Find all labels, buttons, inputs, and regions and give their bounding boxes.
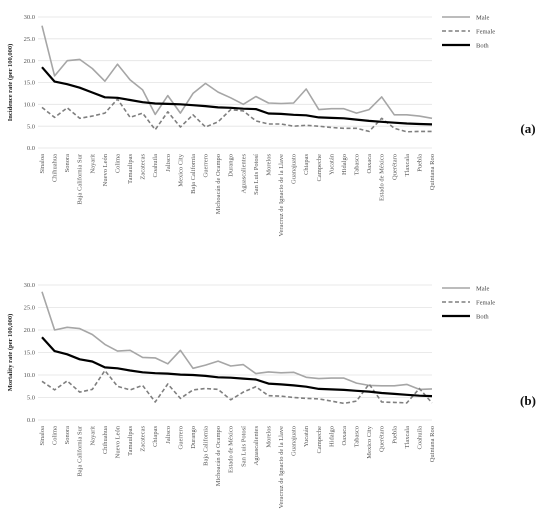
y-tick-label: 15.0 (24, 80, 35, 87)
x-tick-label: Sinaloa (39, 154, 46, 174)
x-tick-label: Oaxaca (366, 154, 373, 174)
y-tick-label: 5.0 (27, 123, 35, 130)
y-tick-label: 30.0 (24, 14, 35, 21)
x-tick-label: Mexico City (177, 153, 184, 186)
chart-panel-a: 0.0 5.0 10.0 15.0 20.0 25.0 30.0 Incidence rate… (7, 14, 536, 236)
x-tick-label: Campeche (316, 154, 323, 182)
y-tick-label: 5.0 (27, 395, 35, 402)
x-tick-label: Jalisco (165, 154, 172, 172)
chart-panel-b: 0.0 5.0 10.0 15.0 20.0 25.0 30.0 Mortality rate… (7, 282, 536, 508)
series-line-male (41, 291, 433, 391)
x-tick-label: Nuevo León (114, 425, 121, 458)
x-tick-label: Hidalgo (328, 426, 335, 447)
series-line-both (41, 66, 433, 126)
y-tick-label: 15.0 (24, 350, 35, 357)
panel-label: (a) (520, 121, 535, 136)
x-tick-label: Colima (52, 426, 59, 445)
y-axis-label: Mortality rate (per 100,000) (7, 314, 14, 392)
y-tick-label: 20.0 (24, 327, 35, 334)
x-tick-label: Baja California Sur (77, 153, 84, 204)
x-tick-label: Michoacán de Ocampo (215, 154, 222, 214)
y-tick-label: 30.0 (24, 282, 35, 289)
x-tick-label: Querétaro (391, 154, 398, 180)
x-tick-label: Zacatecas (140, 426, 147, 452)
x-tick-label: Chihuahua (102, 426, 109, 454)
y-tick-label: 25.0 (24, 305, 35, 312)
y-axis-label: Incidence rate (per 100,000) (7, 44, 14, 122)
x-tick-label: Oaxaca (341, 426, 348, 446)
x-tick-label: Tlaxcala (404, 426, 411, 448)
legend-label-both: Both (476, 42, 489, 49)
x-tick-label: Sonora (64, 426, 71, 445)
x-tick-label: Coahuila (152, 154, 159, 178)
x-tick-label: Puebla (391, 426, 398, 444)
x-tick-label: Nuevo León (102, 153, 109, 186)
x-tick-label: Aguascalientes (240, 154, 247, 194)
x-tick-label: Estado de México (228, 426, 235, 473)
y-tick-label: 0.0 (27, 145, 35, 152)
x-tick-label: Yucatán (303, 425, 310, 447)
x-tick-label: Guanajuato (291, 154, 298, 184)
x-tick-label: Durango (228, 154, 235, 177)
x-tick-label: Yucatán (328, 153, 335, 175)
x-tick-label: Jalisco (165, 426, 172, 444)
x-tick-label: Tlaxcala (404, 154, 411, 176)
x-tick-label: Querétaro (379, 426, 386, 452)
x-tick-label: Colima (114, 154, 121, 173)
x-tick-label: Veracruz de Ignacio de la Llave (278, 426, 285, 509)
series-line-female (41, 98, 432, 133)
x-tick-label: Zacatecas (140, 154, 147, 180)
x-tick-label: Aguascalientes (253, 426, 260, 466)
legend-label-female: Female (476, 28, 495, 35)
x-tick-label: Nayarit (89, 154, 96, 174)
x-tick-label: Baja California (203, 426, 210, 466)
x-tick-label: Guanajuato (291, 426, 298, 456)
x-tick-label: Tabasco (354, 426, 361, 447)
x-tick-label: Veracruz de Ignacio de la Llave (278, 154, 285, 237)
x-tick-label: Quintana Roo (429, 426, 436, 462)
x-tick-label: San Luis Potosí (240, 426, 247, 467)
legend-label-both: Both (476, 313, 489, 320)
x-tick-label: Tamaulipas (127, 154, 134, 184)
legend-label-female: Female (476, 299, 495, 306)
x-tick-label: Baja California (190, 154, 197, 194)
panel-label: (b) (520, 393, 536, 408)
x-tick-label: Chiapas (303, 154, 310, 175)
x-tick-label: San Luis Potosí (253, 154, 260, 195)
legend-label-male: Male (476, 14, 489, 21)
x-tick-label: Coahuila (416, 426, 423, 450)
x-tick-label: Sinaloa (39, 426, 46, 446)
x-tick-label: Tabasco (354, 154, 361, 175)
x-tick-label: Baja California Sur (77, 425, 84, 476)
legend-label-male: Male (476, 285, 489, 292)
x-tick-label: Quintana Roo (429, 154, 436, 190)
y-tick-label: 10.0 (24, 102, 35, 109)
x-tick-label: Mexico City (366, 425, 373, 458)
x-tick-label: Nayarit (89, 426, 96, 446)
x-tick-label: Tamaulipas (127, 426, 134, 456)
y-tick-label: 10.0 (24, 372, 35, 379)
y-tick-label: 20.0 (24, 58, 35, 65)
y-tick-label: 0.0 (27, 417, 35, 424)
series-line-both (41, 336, 433, 398)
x-tick-label: Michoacán de Ocampo (215, 426, 222, 486)
x-tick-label: Puebla (416, 154, 423, 172)
x-tick-label: Guerrero (177, 426, 184, 449)
x-tick-label: Campeche (316, 426, 323, 454)
x-tick-label: Sonora (64, 154, 71, 173)
series-line-female (41, 369, 433, 405)
x-tick-label: Chihuahua (52, 154, 59, 182)
x-tick-label: Hidalgo (341, 154, 348, 175)
x-tick-label: Estado de México (379, 154, 386, 201)
y-tick-label: 25.0 (24, 36, 35, 43)
x-tick-label: Guerrero (203, 154, 210, 177)
x-tick-label: Morelos (265, 154, 272, 176)
x-tick-label: Morelos (265, 426, 272, 448)
x-tick-label: Chiapas (152, 426, 159, 447)
series-line-male (41, 25, 433, 120)
x-tick-label: Durango (190, 426, 197, 449)
